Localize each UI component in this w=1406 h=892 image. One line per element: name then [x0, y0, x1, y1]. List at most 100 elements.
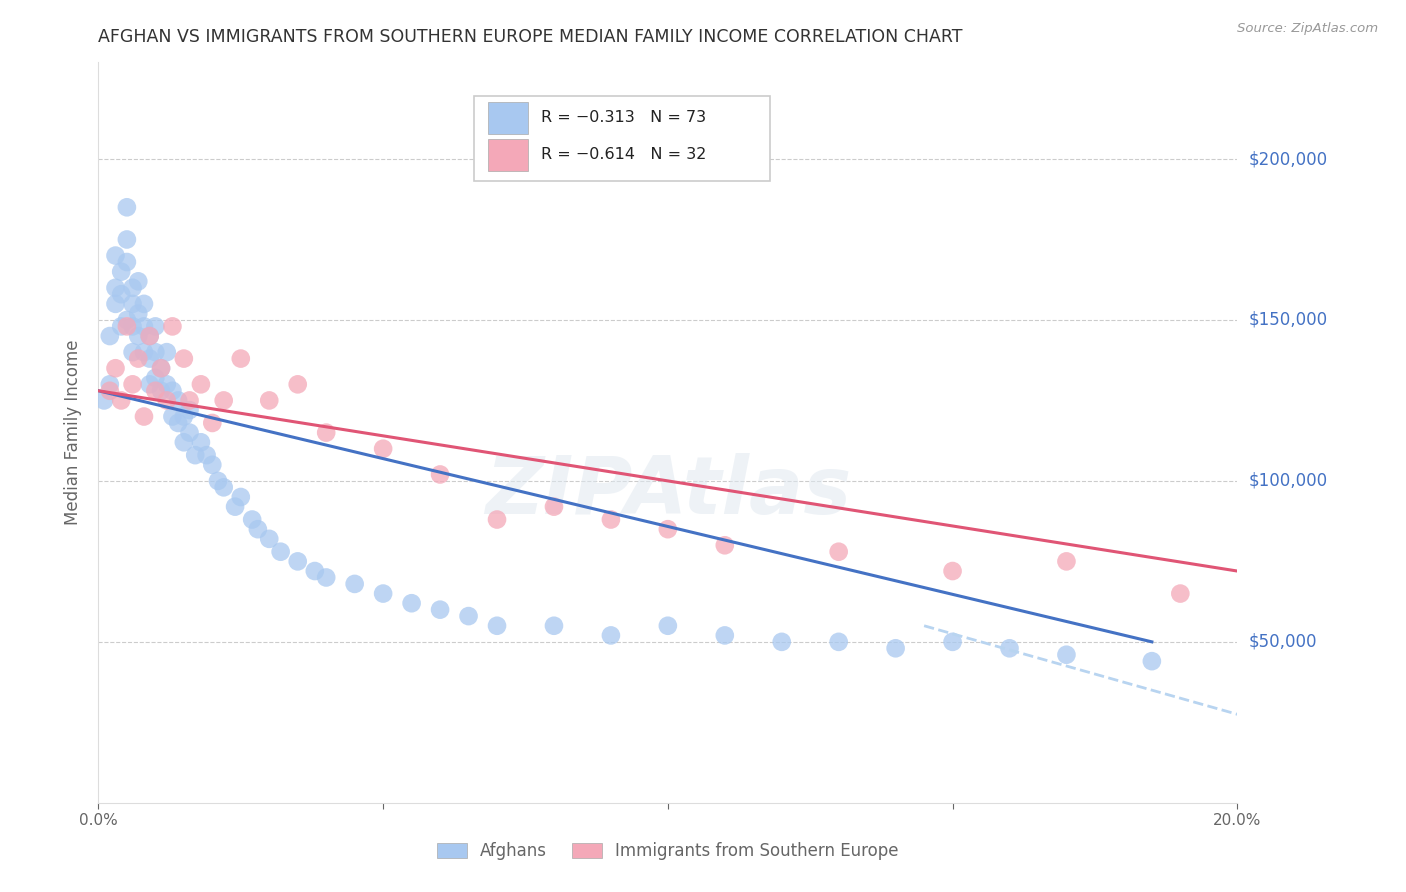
- Point: [127, 306, 149, 320]
- Point: [110, 287, 132, 301]
- Point: [145, 319, 167, 334]
- Point: [93, 393, 115, 408]
- Point: [121, 319, 143, 334]
- Point: [429, 602, 451, 616]
- Point: [600, 628, 623, 642]
- Point: [543, 500, 565, 514]
- Point: [212, 480, 235, 494]
- Point: [121, 377, 143, 392]
- Point: [138, 329, 160, 343]
- Point: [343, 577, 366, 591]
- Point: [270, 545, 292, 559]
- Text: $50,000: $50,000: [1249, 632, 1317, 651]
- Point: [104, 281, 127, 295]
- Point: [132, 319, 155, 334]
- Point: [229, 490, 252, 504]
- Point: [156, 345, 179, 359]
- Point: [145, 384, 167, 398]
- Y-axis label: Median Family Income: Median Family Income: [65, 340, 83, 525]
- Point: [942, 635, 965, 649]
- Point: [828, 635, 851, 649]
- Point: [115, 313, 138, 327]
- Point: [207, 474, 229, 488]
- Point: [401, 596, 423, 610]
- Point: [315, 570, 337, 584]
- Point: [110, 265, 132, 279]
- Legend: Afghans, Immigrants from Southern Europe: Afghans, Immigrants from Southern Europe: [429, 834, 907, 869]
- Point: [304, 564, 326, 578]
- Point: [373, 586, 395, 600]
- Point: [98, 384, 121, 398]
- Point: [162, 319, 184, 334]
- Point: [259, 532, 281, 546]
- Point: [121, 281, 143, 295]
- Text: $100,000: $100,000: [1249, 472, 1327, 490]
- Point: [998, 641, 1021, 656]
- Point: [179, 403, 201, 417]
- Point: [104, 297, 127, 311]
- Point: [145, 345, 167, 359]
- Point: [98, 377, 121, 392]
- Point: [132, 297, 155, 311]
- Point: [201, 458, 224, 472]
- Point: [1140, 654, 1163, 668]
- Point: [190, 435, 212, 450]
- Point: [179, 425, 201, 440]
- Point: [156, 377, 179, 392]
- Point: [287, 554, 309, 568]
- Point: [127, 351, 149, 366]
- Point: [770, 635, 793, 649]
- Point: [167, 416, 190, 430]
- Point: [110, 393, 132, 408]
- Point: [714, 538, 737, 552]
- FancyBboxPatch shape: [474, 95, 770, 181]
- Point: [184, 448, 207, 462]
- Point: [150, 361, 173, 376]
- Point: [115, 255, 138, 269]
- Point: [138, 351, 160, 366]
- Point: [884, 641, 907, 656]
- FancyBboxPatch shape: [488, 139, 527, 170]
- Point: [486, 619, 509, 633]
- Point: [828, 545, 851, 559]
- Point: [138, 377, 160, 392]
- Text: ZIPAtlas: ZIPAtlas: [485, 453, 851, 531]
- Point: [229, 351, 252, 366]
- Point: [457, 609, 479, 624]
- Point: [212, 393, 235, 408]
- Point: [179, 393, 201, 408]
- Point: [132, 345, 155, 359]
- Point: [127, 329, 149, 343]
- Point: [201, 416, 224, 430]
- Point: [486, 512, 509, 526]
- Text: Source: ZipAtlas.com: Source: ZipAtlas.com: [1237, 22, 1378, 36]
- Point: [156, 393, 179, 408]
- Point: [104, 249, 127, 263]
- Point: [657, 619, 679, 633]
- Point: [110, 319, 132, 334]
- Point: [190, 377, 212, 392]
- Point: [240, 512, 263, 526]
- Point: [259, 393, 281, 408]
- Point: [98, 329, 121, 343]
- Point: [150, 384, 173, 398]
- Point: [373, 442, 395, 456]
- Text: R = −0.614   N = 32: R = −0.614 N = 32: [541, 147, 707, 162]
- Point: [657, 522, 679, 536]
- Point: [150, 361, 173, 376]
- Point: [429, 467, 451, 482]
- Point: [115, 200, 138, 214]
- Point: [167, 393, 190, 408]
- Point: [287, 377, 309, 392]
- Point: [132, 409, 155, 424]
- Text: $150,000: $150,000: [1249, 311, 1327, 329]
- Point: [127, 274, 149, 288]
- Point: [173, 435, 195, 450]
- Point: [543, 619, 565, 633]
- Point: [246, 522, 269, 536]
- Point: [600, 512, 623, 526]
- Point: [173, 409, 195, 424]
- Point: [145, 371, 167, 385]
- Point: [1056, 554, 1078, 568]
- Point: [115, 232, 138, 246]
